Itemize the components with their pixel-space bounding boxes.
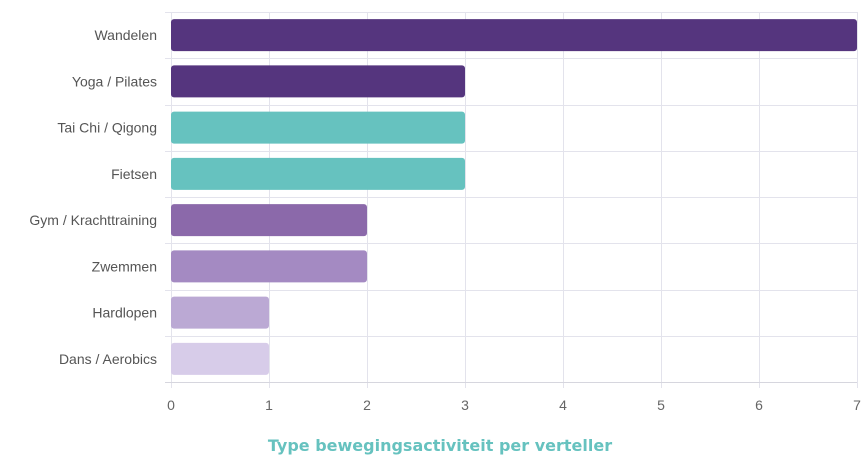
bar-0: [171, 19, 857, 52]
bar-layer: [171, 19, 857, 375]
x-tick-label-1: 1: [265, 397, 273, 413]
bar-1: [171, 65, 465, 98]
bar-7: [171, 342, 269, 375]
category-label-4: Gym / Krachttraining: [29, 212, 157, 228]
category-label-5: Zwemmen: [92, 258, 157, 274]
bar-2: [171, 111, 465, 144]
chart-caption: Type bewegingsactiviteit per verteller: [267, 436, 613, 455]
x-tick-label-7: 7: [853, 397, 861, 413]
category-label-1: Yoga / Pilates: [72, 73, 157, 89]
bar-chart: Wandelen Yoga / Pilates Tai Chi / Qigong Fi…: [29, 12, 861, 413]
x-tick-label-5: 5: [657, 397, 665, 413]
category-label-6: Hardlopen: [92, 305, 157, 321]
x-tick-label-3: 3: [461, 397, 469, 413]
x-tick-label-4: 4: [559, 397, 567, 413]
x-tick-label-6: 6: [755, 397, 763, 413]
grid-layer: [165, 12, 858, 388]
bar-4: [171, 204, 367, 237]
x-tick-label-0: 0: [167, 397, 175, 413]
bar-3: [171, 157, 465, 190]
category-label-2: Tai Chi / Qigong: [57, 120, 157, 136]
x-axis-ticks: 0 1 2 3 4 5 6 7: [167, 397, 861, 413]
category-label-7: Dans / Aerobics: [59, 351, 157, 367]
x-tick-label-2: 2: [363, 397, 371, 413]
bar-6: [171, 296, 269, 329]
category-label-0: Wandelen: [94, 27, 157, 43]
bar-5: [171, 250, 367, 283]
category-label-3: Fietsen: [111, 166, 157, 182]
category-labels: Wandelen Yoga / Pilates Tai Chi / Qigong Fi…: [29, 27, 157, 367]
